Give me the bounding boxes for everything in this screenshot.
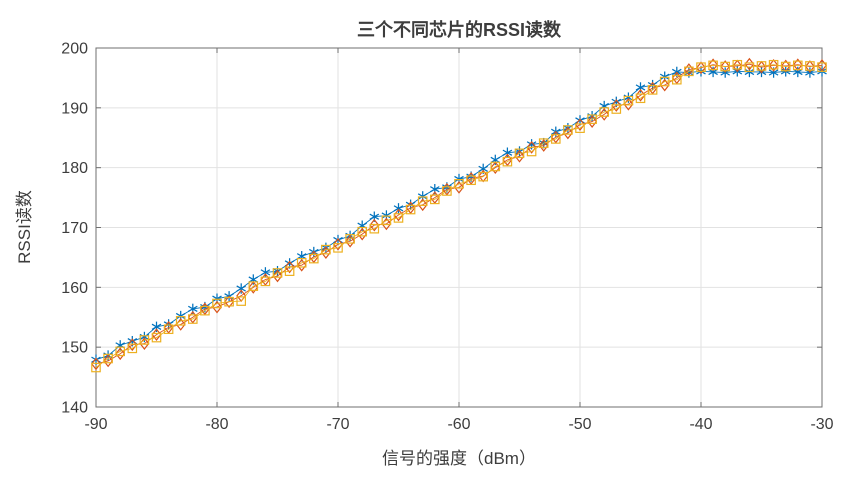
x-axis-label: 信号的强度（dBm）: [382, 449, 536, 468]
x-tick-label: -80: [205, 416, 228, 433]
series-series2-line: [95, 63, 823, 365]
y-tick-label: 140: [61, 400, 88, 417]
x-tick-label: -50: [568, 416, 591, 433]
y-tick-labels: 140 150 160 170 180 190 200: [61, 41, 88, 417]
x-tick-label: -40: [689, 416, 712, 433]
y-tick-label: 180: [61, 160, 88, 177]
x-tick-label: -90: [84, 416, 107, 433]
x-tick-labels: -90 -80 -70 -60 -50 -40 -30: [84, 416, 833, 433]
y-tick-label: 160: [61, 280, 88, 297]
tick-marks: [95, 47, 823, 408]
series-series3-markers: [91, 59, 827, 373]
x-tick-label: -30: [810, 416, 833, 433]
grid-lines: [96, 48, 822, 407]
y-tick-label: 150: [61, 340, 88, 357]
series-series3-line: [95, 64, 823, 368]
series-series3: [91, 59, 827, 373]
y-tick-label: 190: [61, 100, 88, 117]
y-tick-label: 170: [61, 220, 88, 237]
x-tick-label: -60: [447, 416, 470, 433]
x-tick-label: -70: [326, 416, 349, 433]
chart-title: 三个不同芯片的RSSI读数: [356, 20, 561, 40]
y-tick-label: 200: [61, 41, 88, 58]
